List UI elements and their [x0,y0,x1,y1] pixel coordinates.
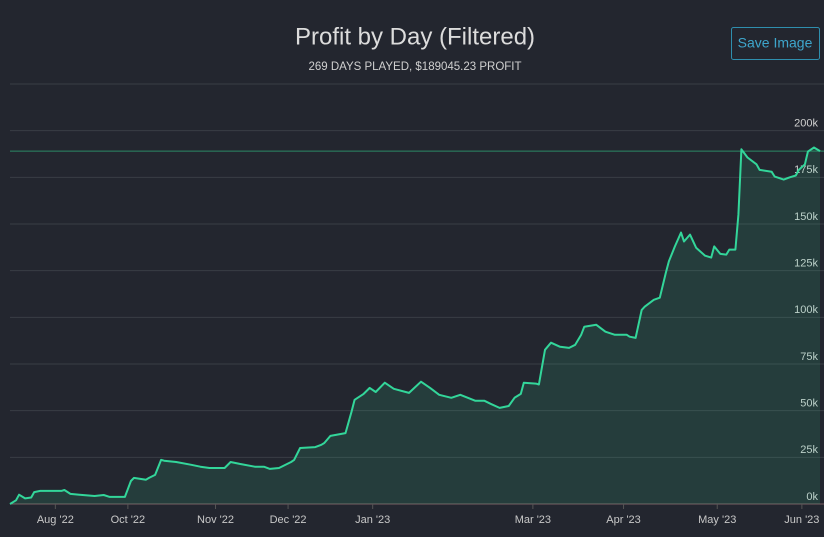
y-tick-label: 125k [794,258,818,270]
save-button-label[interactable]: Save Image [738,35,813,51]
chart-subtitle: 269 DAYS PLAYED, $189045.23 PROFIT [308,61,521,73]
x-tick-label: Nov '22 [197,514,234,526]
x-tick-label: May '23 [698,514,736,526]
x-tick-label: Apr '23 [606,514,641,526]
y-tick-label: 200k [794,118,818,130]
chart-title: Profit by Day (Filtered) [295,23,535,50]
x-tick-label: Aug '22 [37,514,74,526]
y-tick-label: 150k [794,211,818,223]
x-tick-label: Dec '22 [270,514,307,526]
x-tick-label: Jan '23 [355,514,390,526]
x-tick-label: Oct '22 [111,514,146,526]
y-tick-label: 100k [794,304,818,316]
line [9,146,821,505]
y-tick-label: 75k [800,351,818,363]
x-tick-label: Mar '23 [515,514,551,526]
y-tick-label: 0k [806,491,818,503]
area [10,147,820,504]
x-tick-label: Jun '23 [784,514,819,526]
save-button[interactable] [731,27,820,60]
y-tick-label: 25k [800,444,818,456]
y-tick-label: 50k [800,398,818,410]
